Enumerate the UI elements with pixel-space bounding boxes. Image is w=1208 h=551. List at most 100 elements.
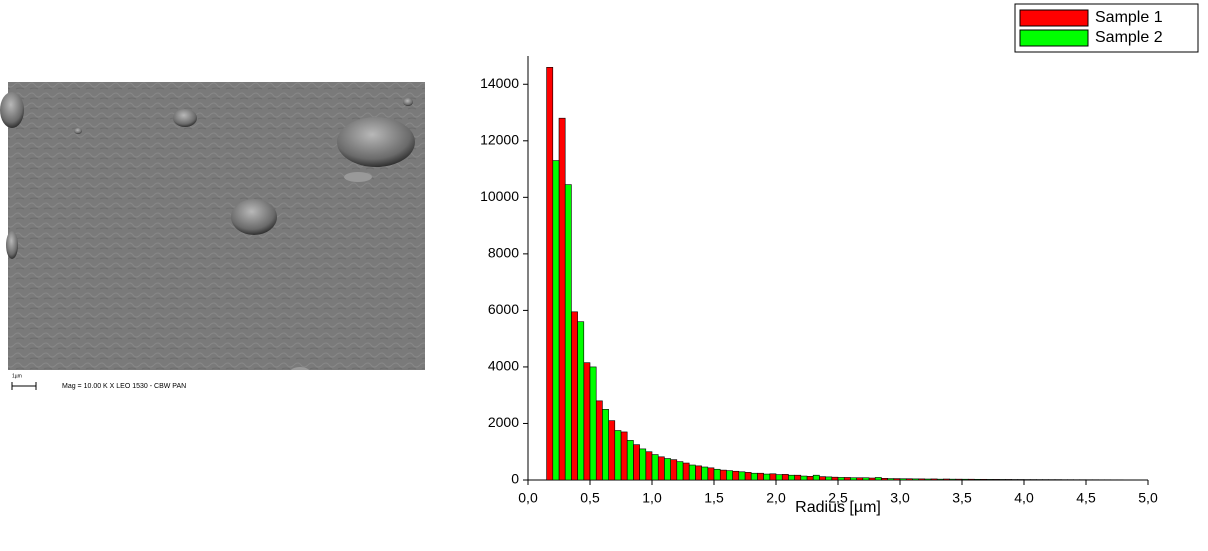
bar <box>621 432 627 480</box>
bar <box>609 421 615 480</box>
bar <box>584 363 590 480</box>
x-tick-label: 4,5 <box>1076 490 1096 506</box>
bar <box>677 462 683 480</box>
droplet <box>6 231 18 259</box>
y-tick-label: 0 <box>511 471 519 487</box>
x-tick-label: 5,0 <box>1138 490 1158 506</box>
bar <box>565 185 571 480</box>
bar <box>671 460 677 480</box>
bar <box>974 479 980 480</box>
y-tick-label: 12000 <box>480 132 519 148</box>
legend-swatch <box>1020 10 1088 26</box>
sem-image: 1µm Mag = 10.00 K X LEO 1530 - CBW PAN <box>0 82 425 395</box>
bar <box>664 459 670 480</box>
bar <box>857 478 863 480</box>
x-tick-label: 3,0 <box>890 490 910 506</box>
bar <box>633 445 639 480</box>
y-tick-label: 8000 <box>488 245 519 261</box>
bar <box>925 479 931 480</box>
bar <box>981 479 987 480</box>
droplet <box>337 117 415 167</box>
bar <box>1012 479 1018 480</box>
droplet <box>0 92 24 128</box>
bar <box>615 431 621 480</box>
bar <box>968 479 974 480</box>
bar <box>875 477 881 480</box>
bar <box>578 322 584 480</box>
y-tick-label: 6000 <box>488 301 519 317</box>
bar <box>658 457 664 480</box>
bar <box>919 479 925 480</box>
bar <box>993 479 999 480</box>
bar <box>999 479 1005 480</box>
droplet <box>173 109 197 127</box>
bar <box>962 479 968 480</box>
bar <box>894 479 900 480</box>
bar <box>813 475 819 480</box>
bar <box>987 479 993 480</box>
bar <box>590 367 596 480</box>
bar <box>906 479 912 480</box>
bar <box>943 479 949 480</box>
bar <box>733 471 739 480</box>
bar <box>739 472 745 480</box>
bar <box>708 468 714 480</box>
bar <box>745 472 751 480</box>
bar <box>956 479 962 480</box>
image-caption: Mag = 10.00 K X LEO 1530 - CBW PAN <box>62 383 186 390</box>
bar <box>844 477 850 480</box>
bar <box>770 474 776 480</box>
legend-swatch <box>1020 30 1088 46</box>
bar <box>714 469 720 480</box>
bar <box>751 473 757 480</box>
x-tick-label: 4,0 <box>1014 490 1034 506</box>
y-tick-label: 2000 <box>488 414 519 430</box>
bar <box>832 477 838 480</box>
bar <box>801 476 807 480</box>
droplet <box>74 128 82 134</box>
bar <box>547 67 553 480</box>
scale-label: 1µm <box>12 373 22 379</box>
bar <box>553 161 559 480</box>
bar <box>826 477 832 480</box>
x-tick-label: 1,0 <box>642 490 662 506</box>
bar <box>596 401 602 480</box>
bar <box>937 479 943 480</box>
bar <box>683 463 689 480</box>
bar <box>850 478 856 480</box>
bar <box>776 475 782 480</box>
bar <box>888 479 894 480</box>
bar <box>807 476 813 480</box>
bar <box>819 477 825 480</box>
bar <box>782 474 788 480</box>
bar <box>795 475 801 480</box>
legend-label: Sample 2 <box>1095 29 1163 46</box>
bar <box>689 465 695 480</box>
bar <box>640 449 646 480</box>
bar <box>695 466 701 480</box>
bar <box>571 312 577 480</box>
bar <box>838 477 844 480</box>
x-tick-label: 3,5 <box>952 490 972 506</box>
droplet <box>344 172 372 182</box>
bar <box>726 471 732 480</box>
bar <box>881 478 887 480</box>
bar <box>652 455 658 480</box>
x-tick-label: 0,5 <box>580 490 600 506</box>
bar <box>912 479 918 480</box>
bar <box>764 474 770 480</box>
x-tick-label: 2,0 <box>766 490 786 506</box>
bar <box>1005 479 1011 480</box>
y-tick-label: 14000 <box>480 75 519 91</box>
bar <box>869 478 875 480</box>
droplet <box>231 199 277 235</box>
y-tick-label: 4000 <box>488 358 519 374</box>
bar <box>646 452 652 480</box>
bar <box>702 467 708 480</box>
x-tick-label: 1,5 <box>704 490 724 506</box>
bar <box>950 479 956 480</box>
bar <box>720 470 726 480</box>
legend-label: Sample 1 <box>1095 9 1163 26</box>
bar <box>788 475 794 480</box>
